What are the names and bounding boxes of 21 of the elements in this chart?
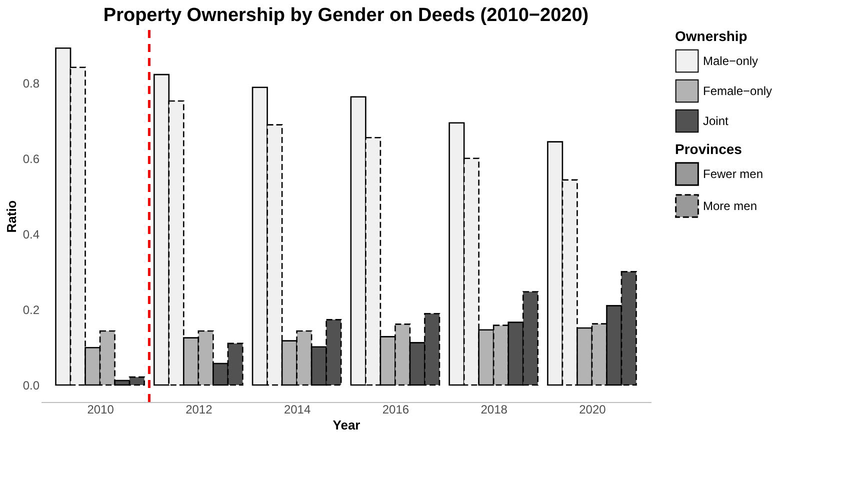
x-tick-label: 2010 — [87, 402, 114, 416]
legend-label: Male−only — [703, 54, 758, 68]
y-tick-label: 0.2 — [22, 302, 40, 317]
legend-title: Ownership — [675, 28, 748, 44]
y-tick-label: 0.0 — [22, 378, 40, 393]
y-tick-label: 0.6 — [22, 152, 40, 166]
legend-label: Female−only — [703, 84, 772, 98]
x-tick-label: 2014 — [284, 402, 311, 416]
x-tick-label: 2020 — [579, 402, 606, 416]
text: Fewer men — [703, 167, 764, 181]
x-tick-label: 2012 — [186, 402, 213, 416]
y-tick-label: 0.4 — [22, 227, 40, 242]
text: Provinces — [675, 141, 742, 157]
x-tick-label: 2018 — [480, 402, 508, 416]
legend-label: Joint — [703, 114, 730, 128]
y-axis-title: Ratio — [4, 200, 19, 233]
x-tick-label: 2016 — [382, 402, 410, 416]
y-tick-label: 0.8 — [22, 76, 40, 90]
x-axis-title: Year — [332, 418, 360, 432]
chart-title: Property Ownership by Gender on Deeds (2010−2020) — [103, 4, 589, 26]
text: More men — [703, 199, 758, 213]
